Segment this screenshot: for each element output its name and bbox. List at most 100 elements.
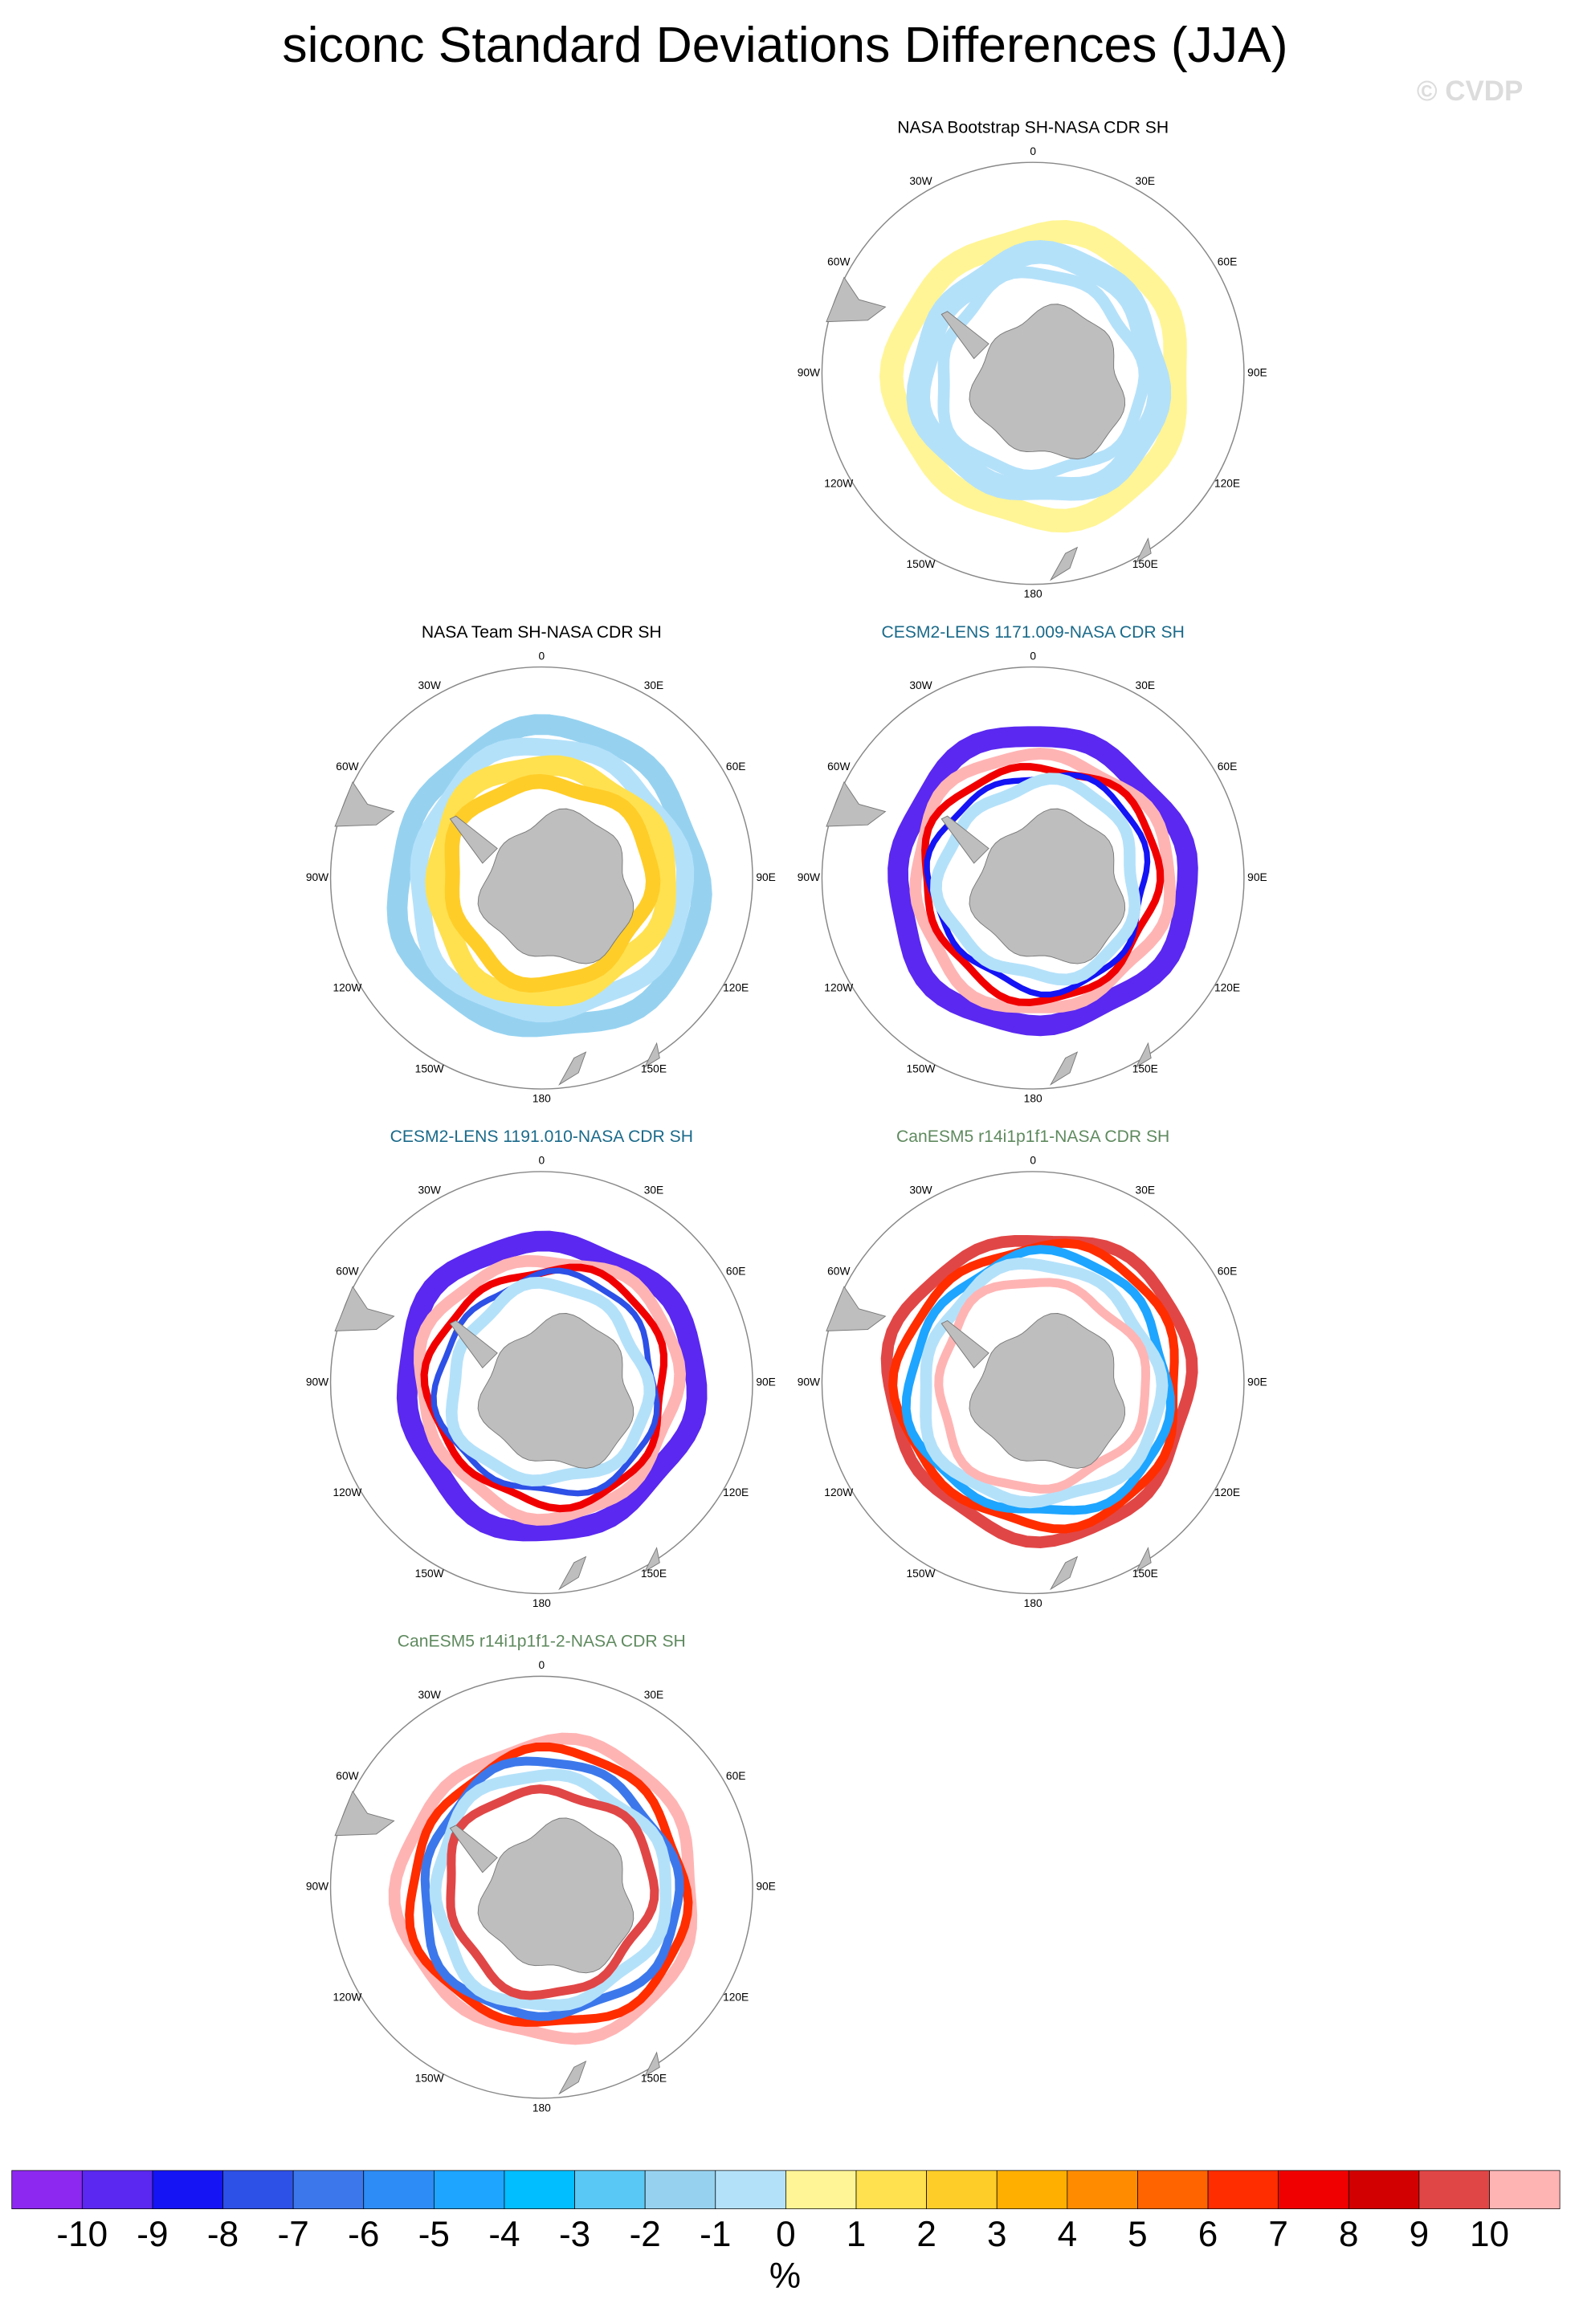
- panel-title: CESM2-LENS 1171.009-NASA CDR SH: [881, 623, 1184, 642]
- longitude-label: 90E: [756, 1376, 776, 1388]
- longitude-label: 30W: [909, 175, 932, 187]
- land: [334, 781, 395, 827]
- colorbar-tick-label: -3: [559, 2215, 590, 2254]
- watermark: © CVDP: [1417, 75, 1523, 107]
- colorbar-tick-label: 10: [1470, 2215, 1509, 2254]
- longitude-label: 150W: [907, 1063, 936, 1075]
- land: [1049, 546, 1079, 581]
- land: [334, 1286, 395, 1331]
- longitude-label: 120E: [723, 1486, 749, 1498]
- sea-ice-ring: [879, 219, 1187, 533]
- longitude-label: 150E: [1132, 558, 1158, 570]
- longitude-label: 180: [1024, 588, 1042, 600]
- sea-ice-ring: [429, 1768, 672, 2012]
- longitude-label: 180: [532, 1093, 551, 1105]
- longitude-label: 0: [538, 1659, 545, 1671]
- longitude-label: 90W: [306, 871, 328, 883]
- colorbar-tick-label: -5: [418, 2215, 450, 2254]
- colorbar-tick-label: -9: [137, 2215, 168, 2254]
- longitude-label: 180: [532, 1597, 551, 1609]
- colorbar-tick-label: -7: [278, 2215, 309, 2254]
- colorbar-box: [11, 2170, 83, 2209]
- sea-ice-ring: [386, 714, 712, 1038]
- panel-title: CanESM5 r14i1p1f1-2-NASA CDR SH: [398, 1633, 686, 1651]
- longitude-label: 150E: [641, 2072, 667, 2084]
- longitude-label: 60E: [1218, 256, 1238, 268]
- colorbar-box: [926, 2170, 998, 2209]
- colorbar-tick-label: 5: [1128, 2215, 1148, 2254]
- longitude-label: 0: [1030, 650, 1036, 662]
- map-panel: CESM2-LENS 1171.009-NASA CDR SH 0 30E 60E 90…: [798, 623, 1267, 1105]
- longitude-label: 120E: [1214, 1486, 1240, 1498]
- land: [940, 311, 989, 360]
- longitude-label: 150W: [415, 1568, 444, 1580]
- longitude-label: 60W: [827, 760, 850, 773]
- panel-title: NASA Team SH-NASA CDR SH: [422, 623, 662, 642]
- colorbar-box: [785, 2170, 857, 2209]
- land: [940, 1319, 989, 1369]
- longitude-label: 180: [1024, 1093, 1042, 1105]
- map-panel: CESM2-LENS 1191.010-NASA CDR SH 0 30E 60E 90…: [306, 1127, 776, 1609]
- longitude-label: 60W: [336, 1266, 358, 1278]
- longitude-label: 0: [538, 1155, 545, 1167]
- land: [477, 808, 634, 964]
- colorbar-tick-label: 6: [1198, 2215, 1218, 2254]
- sea-ice-ring: [888, 1238, 1179, 1534]
- longitude-label: 60W: [336, 1770, 358, 1782]
- longitude-label: 120E: [1214, 982, 1240, 994]
- longitude-label: 90W: [798, 367, 820, 379]
- colorbar-box: [1137, 2170, 1209, 2209]
- colorbar-tick-label: 2: [916, 2215, 936, 2254]
- longitude-label: 90W: [306, 1881, 328, 1893]
- sea-ice-ring: [906, 239, 1172, 501]
- sea-ice-ring: [887, 726, 1198, 1037]
- land: [826, 276, 887, 323]
- longitude-label: 150W: [415, 2072, 444, 2084]
- longitude-label: 90W: [306, 1376, 328, 1388]
- longitude-label: 60E: [1218, 1266, 1238, 1278]
- colorbar-box: [574, 2170, 646, 2209]
- longitude-label: 120W: [824, 982, 853, 994]
- land: [477, 1817, 634, 1974]
- land: [826, 1286, 887, 1331]
- longitude-label: 120W: [333, 1486, 361, 1498]
- colorbar-box: [1067, 2170, 1138, 2209]
- longitude-label: 120E: [1214, 477, 1240, 489]
- longitude-label: 60E: [1218, 760, 1238, 773]
- longitude-label: 30E: [644, 1184, 664, 1197]
- longitude-label: 180: [1024, 1597, 1042, 1609]
- longitude-label: 150E: [641, 1063, 667, 1075]
- colorbar-box: [152, 2170, 223, 2209]
- sea-ice-ring: [924, 772, 1151, 998]
- longitude-label: 30E: [1136, 679, 1156, 691]
- sea-ice-ring: [414, 1254, 687, 1526]
- longitude-label: 90E: [756, 871, 776, 883]
- land: [449, 815, 498, 864]
- land: [826, 781, 887, 827]
- land: [1049, 1555, 1079, 1591]
- longitude-label: 0: [1030, 1155, 1036, 1167]
- land: [558, 2060, 587, 2095]
- longitude-label: 60E: [726, 760, 745, 773]
- colorbar-box: [433, 2170, 505, 2209]
- colorbar-tick-label: 4: [1058, 2215, 1078, 2254]
- colorbar-box: [715, 2170, 786, 2209]
- colorbar-tick-label: -6: [348, 2215, 379, 2254]
- longitude-label: 120W: [333, 982, 361, 994]
- longitude-label: 90E: [1247, 367, 1267, 379]
- colorbar-box: [1489, 2170, 1561, 2209]
- land: [643, 2051, 660, 2077]
- colorbar-tick-label: 1: [847, 2215, 867, 2254]
- map-panel: NASA Team SH-NASA CDR SH 0 30E 60E 90E 120E 15…: [306, 623, 776, 1105]
- map-panel: CanESM5 r14i1p1f1-NASA CDR SH 0 30E 60E 90E 1…: [798, 1127, 1267, 1609]
- longitude-label: 150E: [641, 1568, 667, 1580]
- sea-ice-ring: [921, 763, 1165, 1006]
- longitude-label: 90W: [798, 871, 820, 883]
- longitude-label: 60W: [336, 760, 358, 773]
- longitude-label: 150E: [1132, 1568, 1158, 1580]
- longitude-label: 120W: [333, 1992, 361, 2004]
- colorbar-label: %: [769, 2257, 801, 2296]
- longitude-label: 0: [1030, 145, 1036, 157]
- land: [558, 1555, 587, 1591]
